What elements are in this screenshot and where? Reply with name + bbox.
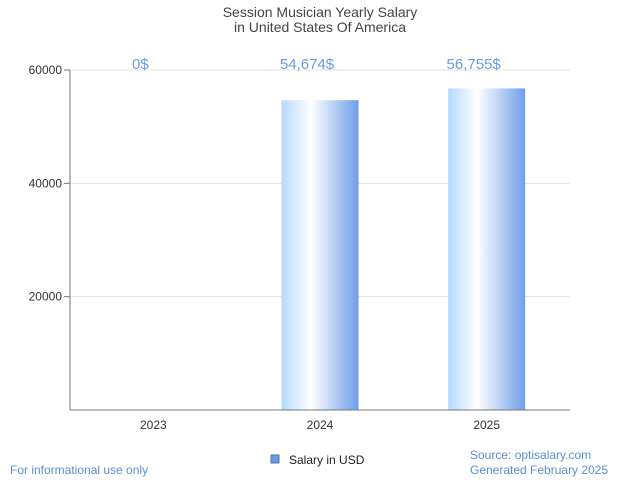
x-tick-labels: 2023 2024 2025 bbox=[140, 418, 500, 432]
value-label-2025: 56,755$ bbox=[447, 56, 502, 73]
footer-disclaimer: For informational use only bbox=[10, 463, 148, 477]
legend-label: Salary in USD bbox=[289, 453, 365, 467]
y-tick-label: 40000 bbox=[29, 176, 63, 190]
chart-title-line-1: Session Musician Yearly Salary bbox=[223, 4, 418, 20]
bar-2024 bbox=[281, 100, 359, 410]
y-tick-labels: 20000 40000 60000 bbox=[29, 63, 63, 304]
x-tick-label: 2025 bbox=[473, 418, 500, 432]
footer-source: Source: optisalary.com bbox=[470, 448, 591, 462]
legend-swatch bbox=[270, 454, 280, 464]
x-tick-label: 2023 bbox=[140, 418, 167, 432]
x-tick-label: 2024 bbox=[307, 418, 334, 432]
bar-2025 bbox=[448, 88, 526, 410]
footer-generated: Generated February 2025 bbox=[470, 463, 608, 477]
bars bbox=[281, 88, 526, 410]
value-label-2023: 0$ bbox=[132, 56, 149, 73]
chart-title-line-2: in United States Of America bbox=[234, 19, 406, 35]
value-label-2024: 54,674$ bbox=[280, 56, 335, 73]
value-labels: 0$ 54,674$ 56,755$ bbox=[132, 56, 501, 73]
legend: Salary in USD bbox=[270, 453, 365, 467]
y-tick-label: 20000 bbox=[29, 290, 63, 304]
y-tick-label: 60000 bbox=[29, 63, 63, 77]
